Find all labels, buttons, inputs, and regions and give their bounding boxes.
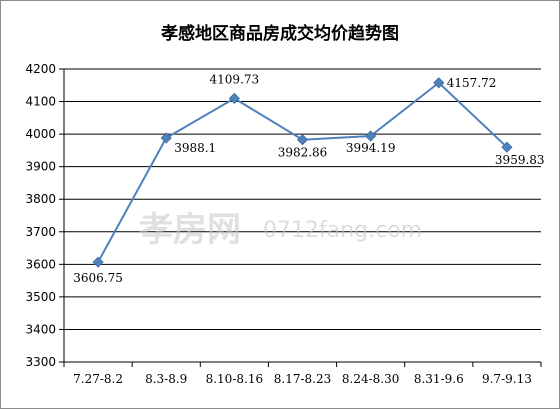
x-axis-ticks: 7.27-8.2 8.3-8.9 8.10-8.16 8.17-8.23 8.24-8.… xyxy=(73,372,532,386)
axes xyxy=(59,68,542,367)
watermark: 孝房网 0712fang.com xyxy=(139,210,422,250)
y-tick-label: 3400 xyxy=(25,322,56,336)
y-axis-ticks: 3300 3400 3500 3600 3700 3800 3900 4000 4100 4200 xyxy=(25,62,56,369)
data-label: 3988.1 xyxy=(174,141,216,155)
data-label: 3606.75 xyxy=(73,271,123,285)
data-point-marker xyxy=(365,130,377,142)
y-tick-label: 4100 xyxy=(25,95,56,109)
y-tick-label: 3800 xyxy=(25,192,56,206)
y-tick-label: 3500 xyxy=(25,290,56,304)
grid-lines xyxy=(64,68,541,330)
data-label: 4157.72 xyxy=(447,76,497,90)
x-tick-label: 8.24-8.30 xyxy=(342,372,400,386)
y-tick-label: 4000 xyxy=(25,127,56,141)
data-label: 3982.86 xyxy=(278,146,328,160)
data-label: 4109.73 xyxy=(210,72,260,86)
chart-title: 孝感地区商品房成交均价趋势图 xyxy=(161,23,399,44)
y-tick-label: 3900 xyxy=(25,160,56,174)
y-tick-label: 4200 xyxy=(25,62,56,76)
x-tick-label: 8.3-8.9 xyxy=(145,372,187,386)
data-markers xyxy=(92,77,513,268)
watermark-logo-text: 孝房网 xyxy=(139,210,241,250)
data-label: 3959.83 xyxy=(495,153,545,167)
x-tick-label: 8.10-8.16 xyxy=(206,372,264,386)
data-labels: 3606.75 3988.1 4109.73 3982.86 3994.19 4157.7… xyxy=(73,72,544,285)
data-point-marker xyxy=(92,256,104,268)
data-point-marker xyxy=(228,92,240,104)
data-point-marker xyxy=(296,134,309,146)
data-point-marker xyxy=(433,77,445,89)
data-point-marker xyxy=(160,132,172,144)
x-tick-label: 8.17-8.23 xyxy=(274,372,332,386)
y-tick-label: 3300 xyxy=(25,355,56,369)
data-label: 3994.19 xyxy=(346,141,396,155)
y-tick-label: 3700 xyxy=(25,225,56,239)
x-tick-label: 8.31-9.6 xyxy=(414,372,464,386)
watermark-site-text: 0712fang.com xyxy=(263,218,422,243)
y-tick-label: 3600 xyxy=(25,257,56,271)
x-tick-label: 9.7-9.13 xyxy=(482,372,532,386)
data-point-marker xyxy=(501,141,513,153)
x-tick-label: 7.27-8.2 xyxy=(73,372,123,386)
